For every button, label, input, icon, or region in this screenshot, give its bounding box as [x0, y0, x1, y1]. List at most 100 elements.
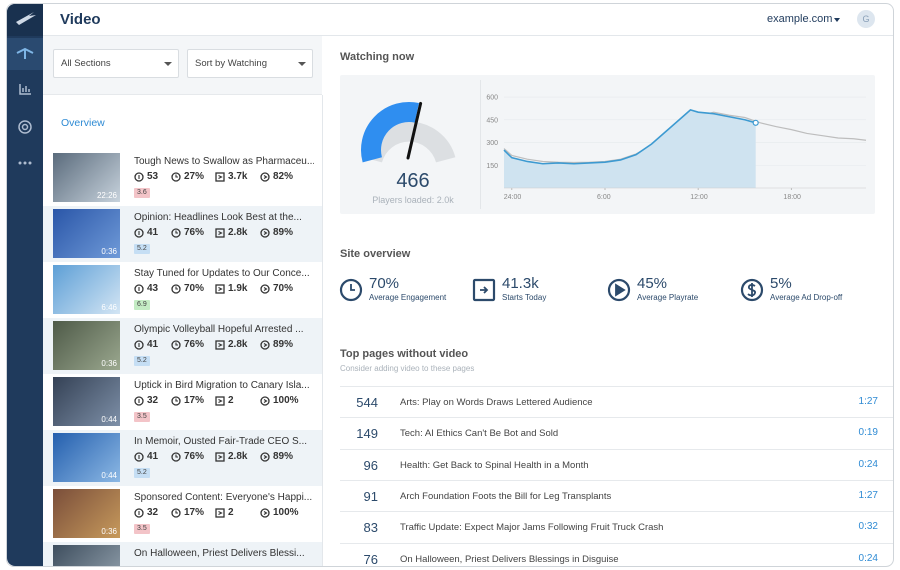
icon-circle — [260, 284, 270, 294]
page-duration: 0:24 — [858, 552, 878, 564]
metric-value: 45% — [637, 275, 668, 292]
video-icon[interactable] — [16, 47, 34, 59]
video-item[interactable]: 0:44 Uptick in Bird Migration to Canary I… — [43, 374, 322, 430]
duration: 0:36 — [101, 247, 117, 256]
icon-box — [215, 508, 225, 518]
stat-value: 70% — [273, 283, 294, 294]
reports-icon[interactable] — [19, 84, 31, 95]
dropdown[interactable]: All Sections — [53, 49, 179, 78]
stat-value: 27% — [184, 171, 205, 182]
stat-value: 76% — [184, 227, 205, 238]
stat-value: 76% — [184, 451, 205, 462]
stat-value: 2 — [228, 507, 234, 518]
icon-glyph — [175, 510, 178, 514]
metric-value: 5% — [770, 275, 792, 292]
overview-tab[interactable]: Overview — [61, 117, 105, 129]
thumbnail — [53, 545, 120, 566]
page-row[interactable]: 96 Health: Get Back to Spinal Health in a… — [340, 448, 893, 481]
thumbnail: 6:46 — [53, 265, 120, 314]
icon-circle — [260, 508, 270, 518]
stat-icon — [260, 452, 270, 462]
score-badge: 3.6 — [134, 188, 150, 198]
site-selector[interactable]: example.com — [767, 13, 833, 25]
icon-glyph — [263, 175, 268, 179]
icon-circle — [260, 396, 270, 406]
page-duration: 0:32 — [858, 521, 878, 533]
page-row[interactable]: 76 On Halloween, Priest Delivers Blessing… — [340, 542, 893, 566]
page-row[interactable]: 91 Arch Foundation Foots the Bill for Leg… — [340, 479, 893, 512]
metric-glyph — [615, 283, 626, 297]
stat-value: 1.9k — [228, 283, 248, 294]
page-row[interactable]: 149 Tech: AI Ethics Can't Be Bot and Sold… — [340, 417, 893, 449]
more-icon[interactable] — [18, 161, 32, 165]
stat-value: 41 — [147, 451, 159, 462]
stat-icon — [134, 396, 144, 406]
y-tick-label: 300 — [486, 140, 498, 147]
stat-icon — [171, 452, 181, 462]
icon-circle — [171, 284, 181, 294]
icon-circle — [171, 172, 181, 182]
stat-value: 3.7k — [228, 171, 248, 182]
duration: 6:46 — [101, 303, 117, 312]
stat-icon — [171, 228, 181, 238]
page-title: On Halloween, Priest Delivers Blessings … — [400, 553, 619, 565]
page-title: Arts: Play on Words Draws Lettered Audie… — [400, 397, 593, 408]
page-title: Traffic Update: Expect Major Jams Follow… — [400, 522, 664, 534]
target-icon[interactable] — [18, 120, 32, 134]
page-row[interactable]: 83 Traffic Update: Expect Major Jams Foll… — [340, 511, 893, 543]
target-icon-inner — [21, 123, 29, 131]
page-duration: 0:24 — [858, 458, 878, 470]
video-item[interactable]: 6:46 Stay Tuned for Updates to Our Conce.… — [43, 262, 322, 318]
video-item[interactable]: 0:36 Opinion: Headlines Look Best at the.… — [43, 206, 322, 262]
icon-glyph — [218, 455, 223, 459]
stat-icon — [171, 396, 181, 406]
y-tick-label: 600 — [486, 95, 498, 102]
stat-value: 2.8k — [228, 451, 248, 462]
icon-glyph — [175, 342, 178, 346]
icon-box — [215, 228, 225, 238]
video-item[interactable]: 0:44 In Memoir, Ousted Fair-Trade CEO S..… — [43, 430, 322, 486]
header-bar — [43, 4, 893, 36]
card-divider — [480, 80, 481, 209]
score-badge: 5.2 — [134, 356, 150, 366]
video-item[interactable]: 0:36 Olympic Volleyball Hopeful Arrested … — [43, 318, 322, 374]
stat-value: 2 — [228, 395, 234, 406]
score-badge: 3.5 — [134, 524, 150, 534]
duration: 0:36 — [101, 527, 117, 536]
video-title: Uptick in Bird Migration to Canary Isla.… — [134, 380, 310, 391]
stat-value: 89% — [273, 227, 294, 238]
section-title: Site overview — [340, 248, 411, 260]
page-duration: 0:19 — [858, 427, 878, 439]
avatar[interactable]: G — [857, 10, 875, 28]
metric-icon — [740, 278, 764, 302]
x-tick-label: 6:00 — [597, 194, 611, 201]
dropdown[interactable]: Sort by Watching — [187, 49, 313, 78]
duration: 0:44 — [101, 471, 117, 480]
stat-icon — [215, 508, 225, 518]
page-duration: 1:27 — [858, 396, 878, 407]
video-item[interactable]: 22:26 Tough News to Swallow as Pharmaceu.… — [43, 150, 322, 206]
section-title: Watching now — [340, 51, 415, 63]
logo — [16, 12, 36, 25]
metric-glyph — [350, 284, 355, 291]
icon-circle — [260, 228, 270, 238]
icon-circle — [134, 452, 144, 462]
section-title: Top pages without video — [340, 348, 469, 360]
stat-icon — [260, 284, 270, 294]
stat-icon — [260, 172, 270, 182]
page-count: 149 — [356, 426, 378, 442]
x-tick-label: 18:00 — [783, 194, 801, 201]
stat-value: 2.8k — [228, 339, 248, 350]
page-row[interactable]: 544 Arts: Play on Words Draws Lettered Au… — [340, 386, 893, 418]
x-tick-label: 12:00 — [690, 194, 708, 201]
y-tick-label: 450 — [486, 117, 498, 124]
video-item[interactable]: 0:36 Sponsored Content: Everyone's Happi.… — [43, 486, 322, 542]
duration: 0:44 — [101, 415, 117, 424]
icon-circle — [171, 396, 181, 406]
dropdown-label: All Sections — [61, 58, 111, 69]
icon-glyph — [218, 343, 223, 347]
stat-value: 43 — [147, 283, 159, 294]
video-item[interactable]: On Halloween, Priest Delivers Blessi... — [43, 542, 322, 566]
icon-circle — [134, 284, 144, 294]
